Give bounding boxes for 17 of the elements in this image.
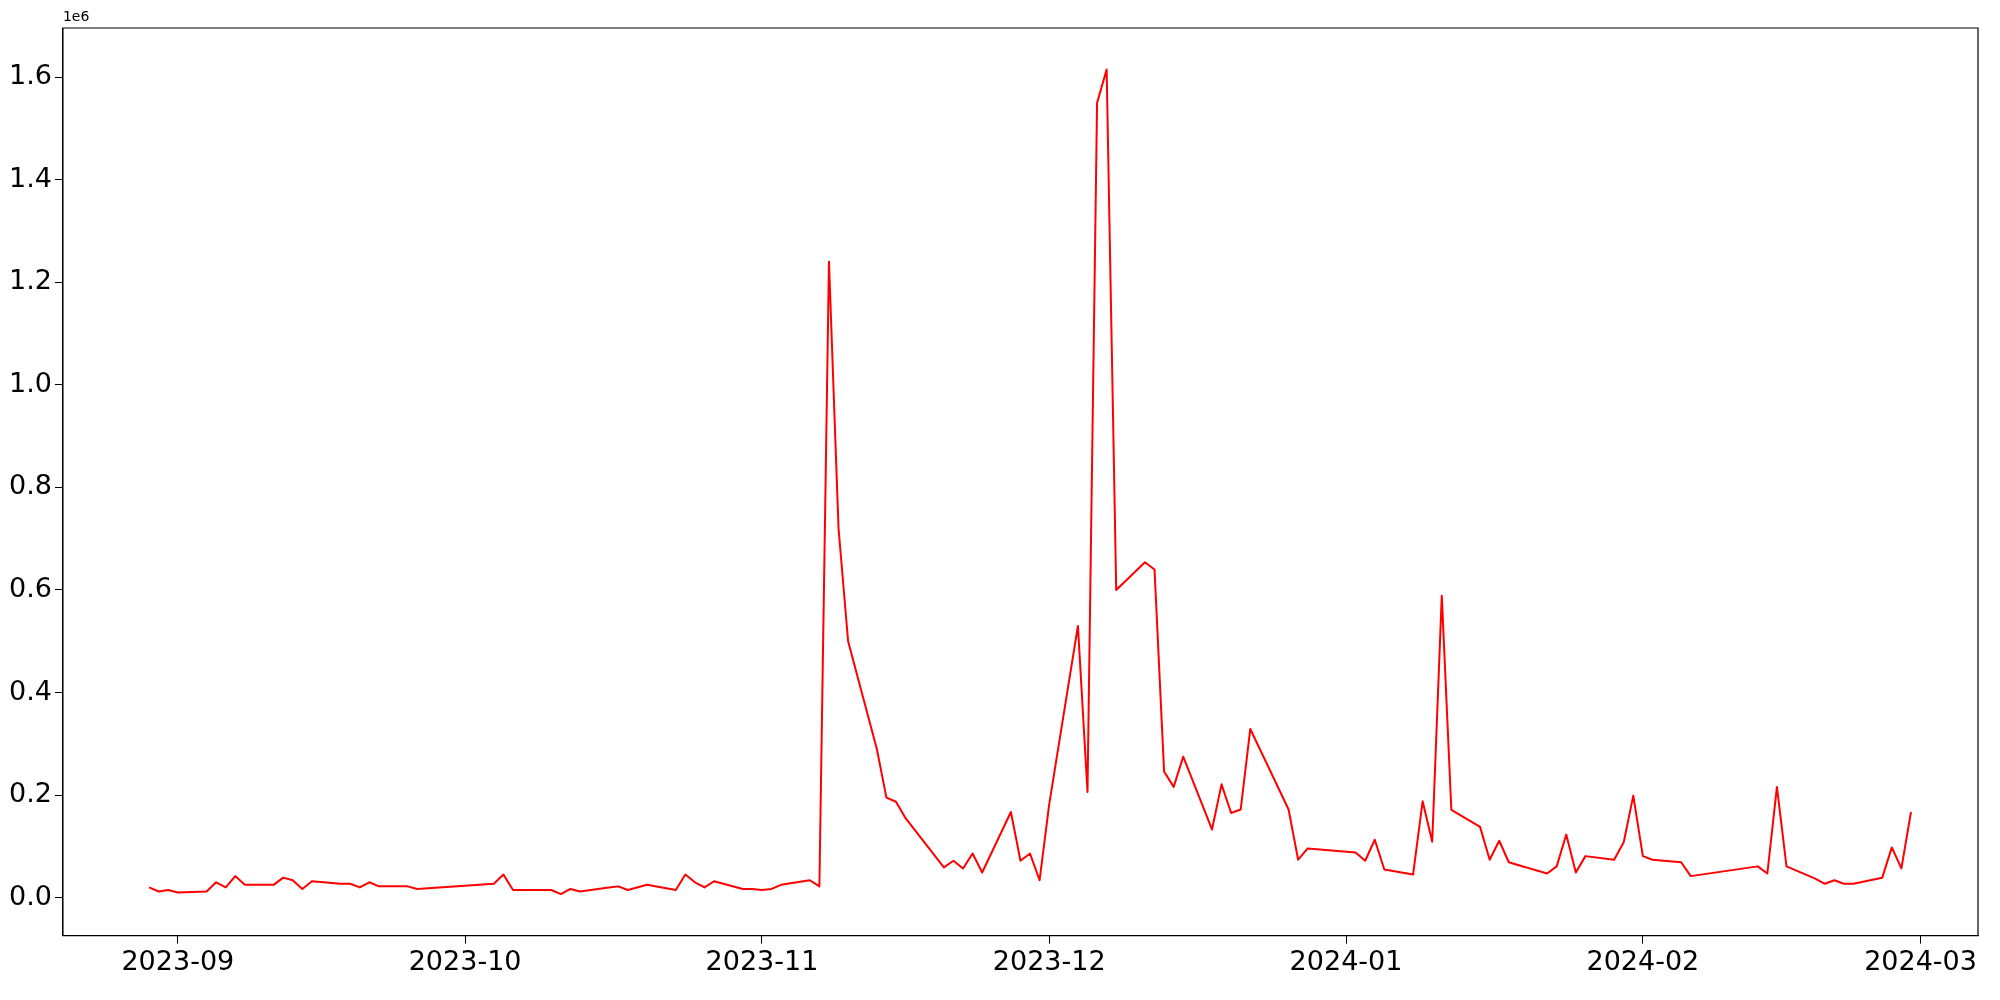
- y-tick-label: 0.8: [8, 469, 52, 501]
- y-tick-label: 0.6: [8, 572, 52, 604]
- x-tick-label: 2024-02: [1586, 944, 1700, 976]
- y-tick-label: 1.2: [8, 264, 52, 296]
- x-tick-label: 2023-11: [705, 944, 819, 976]
- y-tick-label: 0.0: [8, 879, 52, 911]
- x-tick-label: 2023-09: [121, 944, 235, 976]
- x-tick-label: 2023-12: [992, 944, 1106, 976]
- text: 1e6: [62, 7, 90, 24]
- x-tick-label: 2024-03: [1864, 944, 1977, 976]
- x-tick-label: 2023-10: [408, 944, 522, 976]
- x-tick-label: 2024-01: [1289, 944, 1403, 976]
- y-tick-label: 1.4: [8, 161, 52, 193]
- y-tick-label: 0.2: [8, 777, 52, 809]
- y-tick-label: 1.0: [8, 366, 52, 398]
- y-tick-label: 0.4: [8, 674, 52, 706]
- y-tick-label: 1.6: [8, 59, 52, 91]
